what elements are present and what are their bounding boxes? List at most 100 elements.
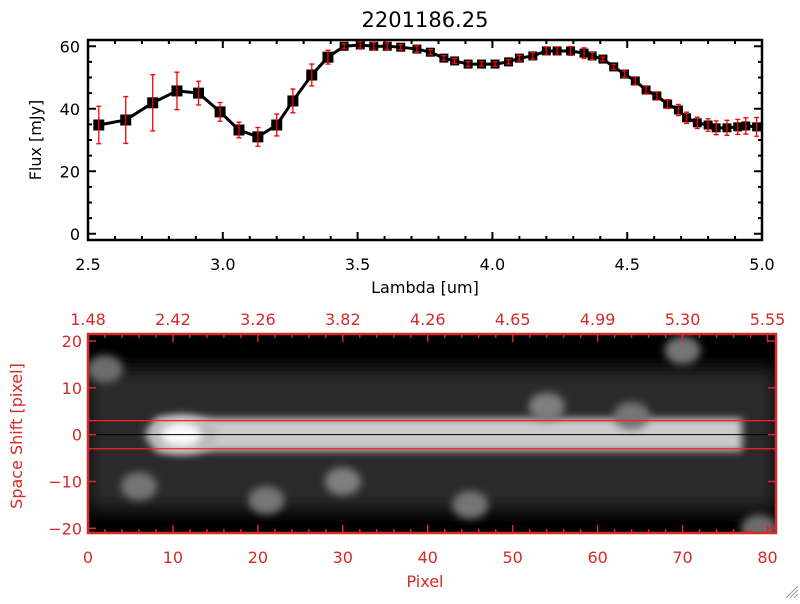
x-tick-label: 70 [672,548,692,567]
y-tick-label: −10 [48,472,82,491]
error-bar [754,116,760,137]
x-tick-label: 80 [757,548,777,567]
error-bar [713,120,719,136]
x-tick-label: 4.0 [480,255,505,274]
error-bar [589,51,595,61]
top-wavelength-label: 4.26 [410,310,446,329]
error-bar [611,63,617,71]
error-bar [684,111,690,125]
top-wavelength-label: 4.65 [495,310,531,329]
y-tick-label: 0 [70,225,80,244]
error-bar [452,57,458,65]
error-bar [516,54,522,62]
x-tick-label: 2.5 [75,255,100,274]
x-tick-label: 4.5 [614,255,639,274]
spectral-image-plot: 0 1.48 10 2.42 20 3.26 30 3.82 40 4.26 50 4.65 60 4.9… [48,310,785,567]
error-bar [174,71,180,111]
plot-frame [86,332,778,535]
error-bar [325,49,331,65]
y-tick-label: 0 [72,426,82,445]
error-bar [581,47,587,60]
y-axis-label-top: Flux [mJy] [26,100,45,181]
error-bar [735,118,741,136]
y-tick-label: 40 [60,100,80,119]
error-bar [724,119,730,136]
error-bar [341,43,347,50]
x-tick-label: 60 [587,548,607,567]
noise-blob [613,401,650,430]
error-bar [465,60,471,68]
noise-blob [324,467,361,496]
error-bar [694,116,700,130]
error-bar [371,41,377,51]
spectral-image [88,334,776,533]
error-bar [274,113,280,137]
error-bar [96,105,102,145]
error-bar [665,99,671,110]
error-bar [568,45,574,56]
x-tick-label: 3.0 [210,255,235,274]
noise-blob [664,336,701,365]
error-bar [705,118,711,132]
y-tick-label: −20 [48,519,82,538]
error-bar [290,88,296,114]
x-axis-label-bottom: Pixel [406,572,443,591]
error-bar [150,74,156,132]
x-axis-label-top: Lambda [um] [371,278,479,297]
resize-grip-icon[interactable] [785,585,799,599]
error-bar [554,46,560,56]
x-tick-label: 40 [418,548,438,567]
top-wavelength-label: 3.82 [325,310,361,329]
error-bar [479,61,485,67]
x-tick-label: 30 [333,548,353,567]
noise-blob [248,486,285,515]
error-bar [196,80,202,106]
noise-blob [120,472,157,501]
top-wavelength-label: 1.48 [70,310,106,329]
x-tick-label: 5.0 [749,255,774,274]
error-bar [123,95,129,145]
error-bar [217,101,223,122]
error-bar [398,44,404,51]
x-tick-label: 0 [83,548,93,567]
flux-spectrum-plot: 2.5 3.0 3.5 4.0 4.5 5.0 0 20 40 60 [60,37,775,274]
y-tick-label: 20 [60,162,80,181]
x-tick-label: 50 [503,548,523,567]
top-wavelength-label: 3.26 [240,310,276,329]
y-axis-label-bottom: Space Shift [pixel] [7,363,26,509]
x-tick-label: 10 [163,548,183,567]
error-bar [506,59,512,65]
plot-frame [86,38,764,242]
top-wavelength-label: 5.55 [750,310,786,329]
error-bar [643,85,649,95]
y-tick-label: 20 [62,332,82,351]
top-wavelength-label: 4.99 [580,310,616,329]
error-bar [384,42,390,51]
error-bar [441,54,447,62]
error-bar [530,52,536,60]
noise-blob [452,490,489,519]
error-bar [543,46,549,56]
noise-blob [528,392,565,421]
error-bar [743,117,749,135]
error-bar [675,103,681,117]
y-tick-label: 10 [62,379,82,398]
error-bar [236,121,242,139]
y-tick-label: 60 [60,37,80,56]
error-bar [600,56,606,62]
error-bar [654,91,660,101]
top-wavelength-label: 2.42 [155,310,191,329]
x-tick-label: 3.5 [345,255,370,274]
error-bar [632,76,638,86]
error-bar [427,49,433,56]
error-bar [309,63,315,87]
noise-blob [88,355,123,384]
error-bar [357,41,363,49]
error-bar [255,126,261,147]
error-bar [492,61,498,67]
error-bar [622,70,628,78]
error-bar [414,45,420,53]
chart-title: 2201186.25 [362,8,489,32]
x-tick-label: 20 [248,548,268,567]
